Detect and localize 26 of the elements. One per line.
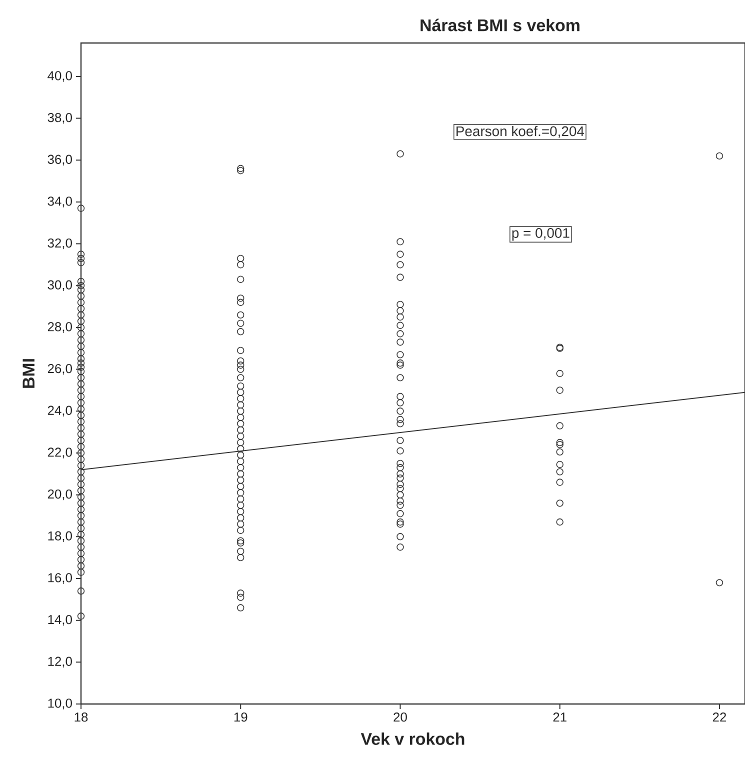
y-tick-label: 26,0 <box>48 364 72 375</box>
y-tick-label: 36,0 <box>48 154 72 166</box>
y-tick-label: 38,0 <box>48 112 72 124</box>
y-tick-label: 34,0 <box>48 196 72 208</box>
y-tick-label: 18,0 <box>48 531 72 542</box>
x-tick-label: 18 <box>74 712 88 722</box>
annotation: Pearson koef.=0,204 <box>456 126 584 138</box>
y-tick-label: 16,0 <box>48 573 72 584</box>
annotation: p = 0,001 <box>512 228 570 241</box>
y-tick-label: 22,0 <box>48 448 72 458</box>
y-tick-label: 30,0 <box>48 280 72 291</box>
y-axis-title: BMI <box>22 359 34 388</box>
x-axis-title: Vek v rokoch <box>360 732 464 745</box>
y-tick-label: 40,0 <box>48 71 72 82</box>
x-tick-label: 20 <box>394 712 407 722</box>
y-tick-label: 32,0 <box>48 238 72 250</box>
y-tick-label: 14,0 <box>48 614 72 626</box>
x-tick-label: 19 <box>234 712 248 722</box>
y-tick-label: 28,0 <box>48 322 72 333</box>
x-tick-label: 21 <box>553 712 566 722</box>
y-tick-label: 20,0 <box>48 489 72 500</box>
y-tick-label: 10,0 <box>48 698 72 710</box>
chart-title: Nárast BMI s vekom <box>420 18 580 32</box>
x-tick-label: 22 <box>712 712 726 722</box>
y-tick-label: 12,0 <box>48 656 72 668</box>
y-tick-label: 24,0 <box>48 406 72 416</box>
